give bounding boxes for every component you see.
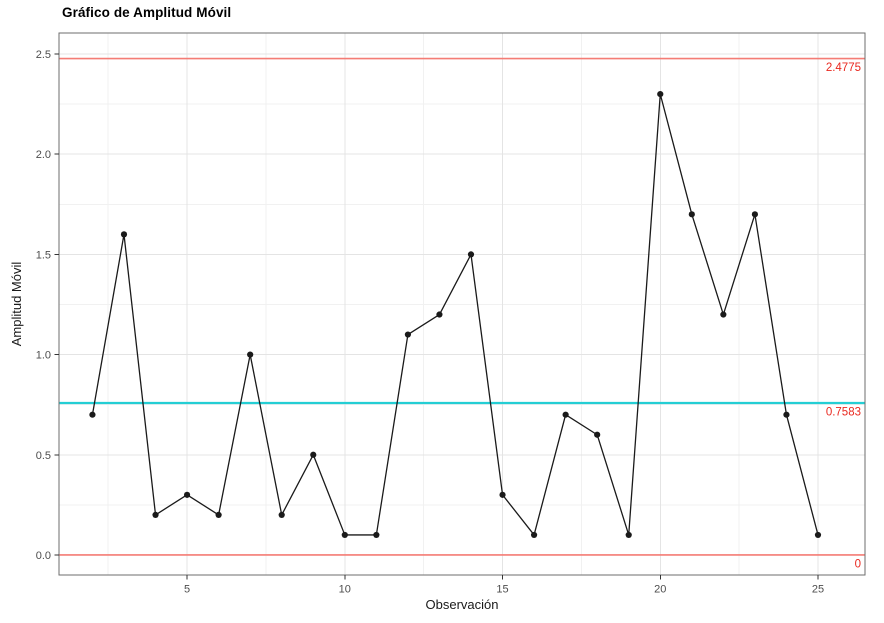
y-tick-label: 1.0: [36, 350, 51, 362]
y-tick-label: 2.5: [36, 49, 51, 61]
data-point: [467, 251, 475, 258]
data-point: [404, 331, 411, 338]
data-point: [720, 311, 727, 318]
upper-control-limit-label: 2.4775: [826, 62, 861, 74]
data-point: [247, 351, 254, 358]
data-point: [530, 531, 538, 539]
panel-border: [58, 32, 866, 576]
data-point: [310, 451, 317, 458]
x-tick-label: 5: [184, 584, 190, 596]
data-point: [278, 511, 285, 518]
panel-background: [59, 33, 865, 575]
data-point: [751, 211, 759, 218]
x-tick-label: 20: [654, 584, 666, 596]
data-point: [814, 531, 822, 539]
x-tick-label: 15: [496, 584, 508, 596]
reference-lines-layer: [59, 57, 865, 556]
data-point: [341, 531, 348, 539]
panel-layer: [59, 33, 865, 575]
data-point: [594, 431, 601, 438]
data-series-layer: [89, 91, 822, 539]
axes-layer: 5 10 15 20 25 0.0 0.5 1.0 1.5 2.0 2.5: [36, 49, 824, 595]
lower-control-limit-label: 0: [855, 558, 861, 570]
data-point: [562, 411, 569, 418]
data-point: [499, 491, 506, 498]
data-point: [89, 411, 96, 418]
data-point: [657, 91, 664, 98]
x-tick-label: 25: [812, 584, 824, 596]
y-tick-label: 1.5: [36, 249, 51, 261]
annotations-layer: 2.4775 0.7583 0: [826, 62, 861, 570]
data-point: [183, 491, 191, 498]
y-tick-label: 0.0: [36, 550, 51, 562]
data-point: [625, 531, 632, 539]
center-line-label: 0.7583: [826, 407, 861, 419]
data-point: [215, 511, 222, 518]
x-axis-title: Observación: [426, 597, 499, 612]
series-line: [91, 93, 819, 536]
data-point: [436, 311, 443, 318]
y-axis-title: Amplitud Móvil: [9, 262, 24, 347]
y-tick-label: 2.0: [36, 149, 51, 161]
data-point: [688, 211, 695, 218]
data-point: [152, 511, 159, 518]
panel-border-layer: [58, 32, 866, 576]
data-point: [783, 411, 790, 418]
x-tick-label: 10: [339, 584, 351, 596]
data-point: [373, 531, 380, 539]
chart-title: Gráfico de Amplitud Móvil: [62, 5, 232, 20]
y-tick-label: 0.5: [36, 450, 51, 462]
data-point: [120, 231, 128, 238]
